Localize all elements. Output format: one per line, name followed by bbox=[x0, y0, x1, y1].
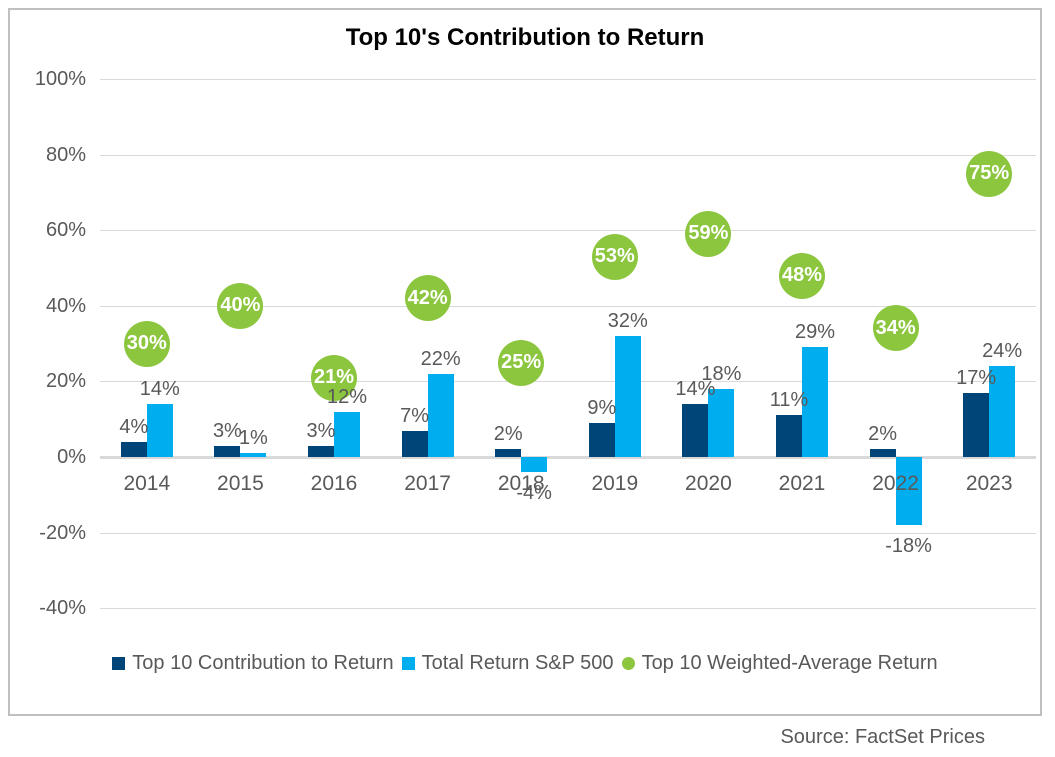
value-label-sp500-2021: 29% bbox=[794, 321, 836, 344]
y-axis-tick--40: -40% bbox=[39, 597, 86, 620]
bar-top10-2019 bbox=[588, 422, 615, 457]
bar-top10-2020 bbox=[682, 404, 709, 457]
value-label-sp500-2020: 18% bbox=[701, 362, 742, 385]
bar-sp500-2017 bbox=[427, 373, 454, 457]
legend-item-total-return: Total Return S&P 500 bbox=[401, 652, 614, 675]
weighted-average-marker-2022: 34% bbox=[872, 305, 919, 352]
value-label-sp500-2015: 1% bbox=[238, 427, 268, 450]
value-label-top10-2016: 3% bbox=[306, 419, 336, 442]
legend-item-weighted-average: Top 10 Weighted-Average Return bbox=[621, 652, 938, 675]
bar-sp500-2018 bbox=[521, 457, 548, 473]
gridline--20 bbox=[100, 532, 1036, 534]
bar-sp500-2014 bbox=[146, 404, 173, 457]
bar-sp500-2016 bbox=[334, 411, 360, 457]
value-label-sp500-2016: 12% bbox=[326, 385, 368, 408]
value-label-sp500-2022: -18% bbox=[885, 535, 932, 558]
gridline-100 bbox=[100, 79, 1036, 80]
weighted-average-marker-2016: 21% bbox=[311, 354, 357, 401]
weighted-average-marker-2021: 48% bbox=[779, 252, 825, 299]
bar-top10-2016 bbox=[308, 445, 334, 457]
weighted-average-marker-2020: 59% bbox=[685, 210, 732, 257]
bar-top10-2015 bbox=[214, 445, 241, 457]
dark-blue-square-icon bbox=[112, 657, 126, 670]
legend-label: Top 10 Contribution to Return bbox=[132, 652, 394, 674]
y-axis-tick-80: 80% bbox=[45, 143, 86, 166]
bar-top10-2021 bbox=[776, 415, 802, 457]
weighted-average-marker-2023: 75% bbox=[966, 150, 1013, 197]
value-label-sp500-2014: 14% bbox=[139, 378, 180, 401]
light-blue-square-icon bbox=[401, 657, 415, 670]
source-note: Source: FactSet Prices bbox=[780, 726, 985, 748]
bar-top10-2017 bbox=[401, 430, 428, 457]
value-label-sp500-2019: 32% bbox=[607, 310, 648, 333]
bar-top10-2023 bbox=[963, 392, 990, 457]
x-axis-label-2019: 2019 bbox=[591, 472, 639, 495]
y-axis-tick-100: 100% bbox=[34, 68, 86, 90]
bar-sp500-2021 bbox=[802, 347, 828, 457]
legend-label: Total Return S&P 500 bbox=[421, 652, 614, 674]
value-label-top10-2019: 9% bbox=[587, 396, 617, 419]
green-circle-icon bbox=[621, 657, 635, 670]
y-axis-tick-20: 20% bbox=[45, 370, 86, 393]
value-label-top10-2022: 2% bbox=[868, 423, 898, 446]
gridline-80 bbox=[100, 154, 1036, 156]
x-axis-label-2015: 2015 bbox=[217, 472, 264, 495]
weighted-average-marker-2015: 40% bbox=[217, 282, 264, 329]
gridline-60 bbox=[100, 230, 1036, 232]
bar-sp500-2015 bbox=[240, 453, 267, 457]
value-label-top10-2014: 4% bbox=[119, 415, 149, 438]
y-axis-tick-40: 40% bbox=[45, 294, 86, 317]
bar-top10-2014 bbox=[120, 441, 147, 457]
gridline--40 bbox=[100, 608, 1036, 610]
weighted-average-marker-2017: 42% bbox=[404, 275, 451, 322]
x-axis-label-2017: 2017 bbox=[404, 472, 451, 495]
bar-top10-2022 bbox=[869, 449, 896, 457]
bar-sp500-2020 bbox=[708, 388, 735, 457]
legend-label: Top 10 Weighted-Average Return bbox=[641, 652, 938, 674]
gridline-40 bbox=[100, 305, 1036, 307]
x-axis-label-2018: 2018 bbox=[497, 472, 545, 495]
gridline-0 bbox=[100, 456, 1036, 459]
chart-frame: Top 10's Contribution to Return 100% 80% 6… bbox=[8, 8, 1042, 716]
x-axis-label-2014: 2014 bbox=[123, 472, 171, 495]
bar-sp500-2022 bbox=[895, 457, 922, 526]
gridline-20 bbox=[100, 381, 1036, 383]
chart-title: Top 10's Contribution to Return bbox=[345, 24, 705, 51]
legend: Top 10 Contribution to Return Total Retu… bbox=[10, 652, 1040, 675]
value-label-sp500-2023: 24% bbox=[982, 340, 1023, 363]
legend-item-top10-contribution: Top 10 Contribution to Return bbox=[112, 652, 394, 675]
value-label-top10-2023: 17% bbox=[956, 366, 997, 389]
bar-sp500-2023 bbox=[989, 366, 1016, 457]
x-axis-label-2020: 2020 bbox=[685, 472, 732, 495]
x-axis-label-2021: 2021 bbox=[778, 472, 826, 495]
y-axis-tick-0: 0% bbox=[57, 446, 86, 468]
x-axis-label-2023: 2023 bbox=[965, 472, 1013, 495]
weighted-average-marker-2018: 25% bbox=[498, 339, 545, 386]
bar-sp500-2019 bbox=[614, 336, 641, 457]
bar-top10-2018 bbox=[495, 449, 522, 457]
y-axis-tick--20: -20% bbox=[39, 521, 86, 544]
x-axis-label-2016: 2016 bbox=[310, 472, 358, 495]
x-axis-label-2022: 2022 bbox=[872, 472, 919, 495]
weighted-average-marker-2019: 53% bbox=[591, 233, 638, 280]
value-label-top10-2021: 11% bbox=[769, 389, 809, 412]
value-label-sp500-2017: 22% bbox=[420, 347, 461, 370]
value-label-top10-2020: 14% bbox=[675, 378, 716, 401]
value-label-top10-2017: 7% bbox=[400, 404, 430, 427]
value-label-top10-2018: 2% bbox=[493, 423, 523, 446]
y-axis-tick-60: 60% bbox=[45, 219, 86, 242]
value-label-sp500-2018: -4% bbox=[516, 482, 552, 505]
value-label-top10-2015: 3% bbox=[212, 419, 242, 442]
weighted-average-marker-2014: 30% bbox=[123, 320, 170, 367]
